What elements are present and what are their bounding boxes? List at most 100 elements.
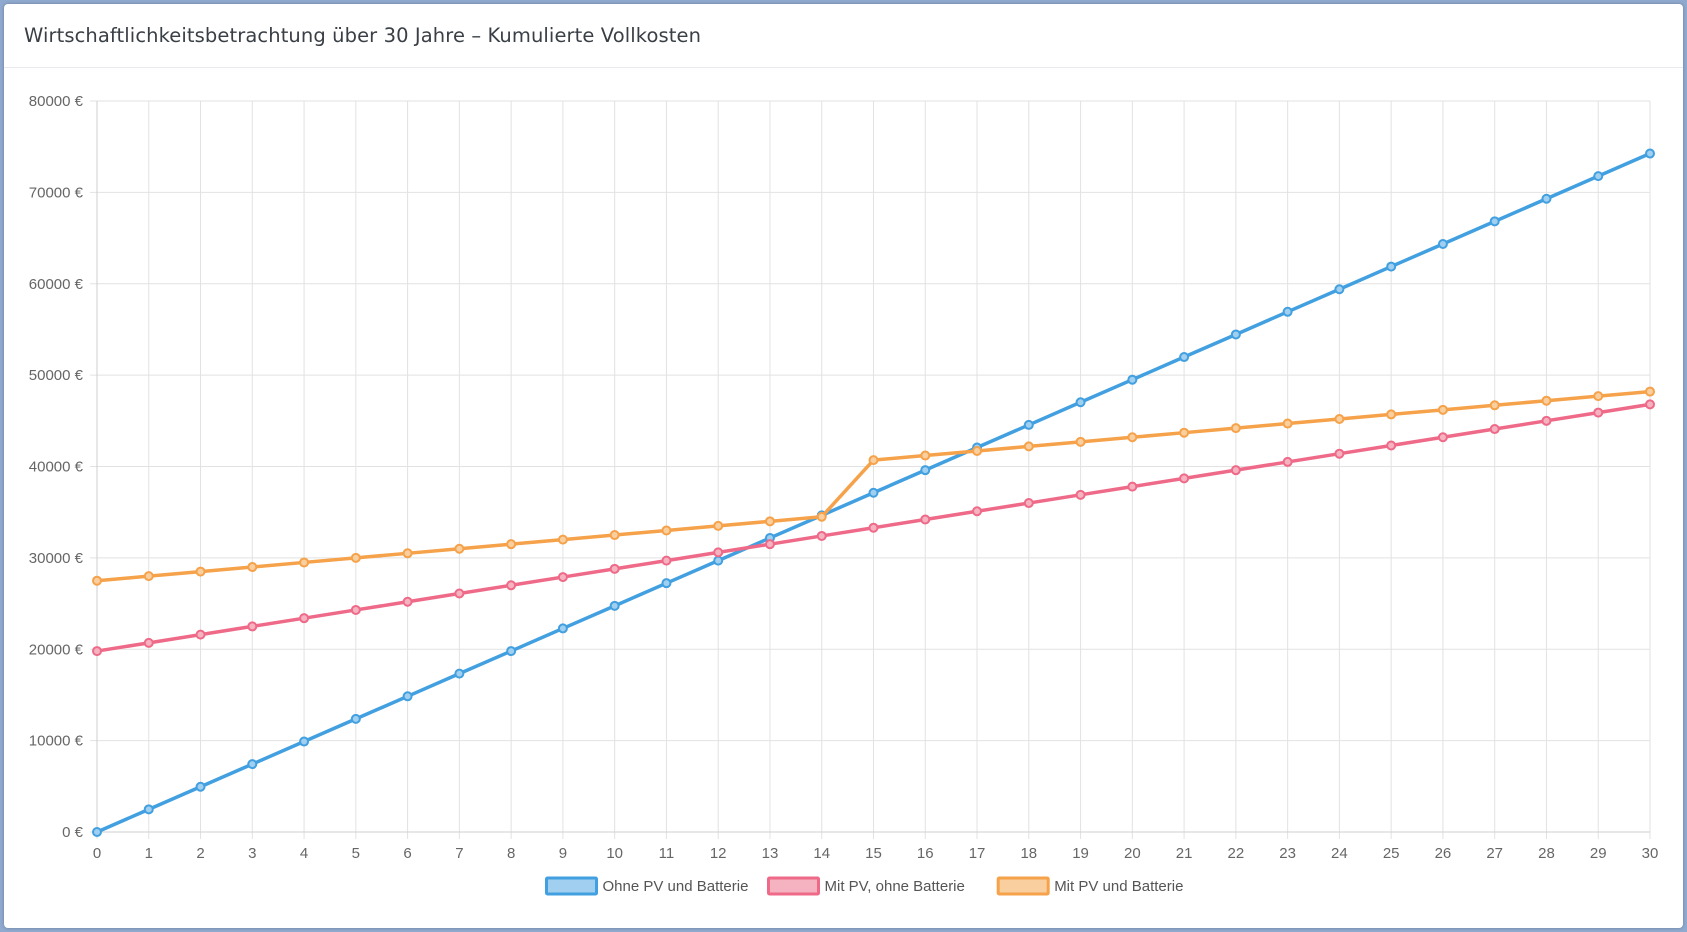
data-point[interactable] [972,445,983,456]
data-point[interactable] [1541,395,1552,406]
data-point[interactable] [1230,465,1241,476]
data-point[interactable] [1489,216,1500,227]
data-point[interactable] [713,520,724,531]
legend-label: Mit PV und Batterie [1054,878,1183,895]
data-point[interactable] [1282,418,1293,429]
data-point[interactable] [1023,498,1034,509]
data-point[interactable] [195,781,206,792]
data-point[interactable] [299,613,310,624]
x-tick-label: 22 [1228,845,1245,862]
data-point[interactable] [1437,404,1448,415]
data-point[interactable] [920,514,931,525]
data-point[interactable] [299,557,310,568]
axes: 0 1 2 3 4 5 6 7 8 9 10 11 12 13 14 15 16 17 18 19 20 21 22 23 24… [29,93,1659,862]
data-point[interactable] [764,539,775,550]
data-point[interactable] [92,575,102,586]
data-point[interactable] [1593,407,1604,418]
legend-item[interactable]: Mit PV, ohne Batterie [767,876,965,896]
data-point[interactable] [661,578,672,589]
data-point[interactable] [143,637,154,648]
data-point[interactable] [506,539,517,550]
data-point[interactable] [195,566,206,577]
data-point[interactable] [1489,424,1500,435]
x-tick-label: 21 [1176,845,1193,862]
data-point[interactable] [143,571,154,582]
data-point[interactable] [350,713,361,724]
data-point[interactable] [1230,423,1241,434]
data-point[interactable] [1282,456,1293,467]
data-point[interactable] [920,465,931,476]
data-point[interactable] [1023,419,1034,430]
data-point[interactable] [557,572,568,583]
data-point[interactable] [402,596,413,607]
data-point[interactable] [868,487,879,498]
data-point[interactable] [1075,397,1086,408]
data-point[interactable] [1127,374,1138,385]
data-point[interactable] [1386,440,1397,451]
data-point[interactable] [868,522,879,533]
data-point[interactable] [1645,148,1655,159]
data-point[interactable] [1334,413,1345,424]
data-point[interactable] [1179,473,1190,484]
data-point[interactable] [920,450,931,461]
data-point[interactable] [557,623,568,634]
data-point[interactable] [1541,415,1552,426]
data-point[interactable] [1645,386,1655,397]
data-point[interactable] [661,555,672,566]
data-point[interactable] [972,506,983,517]
data-point[interactable] [299,736,310,747]
data-point[interactable] [402,548,413,559]
data-point[interactable] [1282,306,1293,317]
data-point[interactable] [1023,441,1034,452]
data-point[interactable] [1334,448,1345,459]
data-point[interactable] [816,530,827,541]
data-point[interactable] [1541,193,1552,204]
data-point[interactable] [1075,436,1086,447]
data-point[interactable] [557,534,568,545]
data-point[interactable] [1437,432,1448,443]
data-point[interactable] [247,562,258,573]
data-point[interactable] [661,525,672,536]
data-point[interactable] [454,588,465,599]
data-point[interactable] [92,827,102,837]
data-point[interactable] [1179,352,1190,363]
data-point[interactable] [1489,400,1500,411]
data-point[interactable] [1179,427,1190,438]
data-point[interactable] [92,646,102,657]
data-point[interactable] [195,629,206,640]
data-point[interactable] [1127,481,1138,492]
data-point[interactable] [1127,432,1138,443]
data-point[interactable] [713,555,724,566]
data-point[interactable] [402,691,413,702]
data-point[interactable] [713,547,724,558]
data-point[interactable] [506,580,517,591]
data-point[interactable] [868,455,879,466]
data-point[interactable] [1334,284,1345,295]
data-point[interactable] [764,516,775,527]
data-point[interactable] [506,646,517,657]
data-point[interactable] [350,552,361,563]
data-point[interactable] [247,759,258,770]
data-point[interactable] [1593,171,1604,182]
data-point[interactable] [143,804,154,815]
data-point[interactable] [1230,329,1241,340]
data-point[interactable] [454,543,465,554]
legend-swatch [767,876,820,896]
legend-item[interactable]: Mit PV und Batterie [996,876,1183,896]
data-point[interactable] [609,600,620,611]
data-point[interactable] [816,511,827,522]
legend[interactable]: Ohne PV und Batterie Mit PV, ohne Batteri… [545,876,1184,896]
data-point[interactable] [247,621,258,632]
data-point[interactable] [609,530,620,541]
data-point[interactable] [1593,391,1604,402]
data-point[interactable] [1075,489,1086,500]
data-point[interactable] [454,668,465,679]
data-point[interactable] [1386,409,1397,420]
data-point[interactable] [350,604,361,615]
data-point[interactable] [609,563,620,574]
legend-item[interactable]: Ohne PV und Batterie [545,876,749,896]
x-tick-label: 4 [300,845,308,862]
data-point[interactable] [1645,399,1655,410]
data-point[interactable] [1386,261,1397,272]
data-point[interactable] [1437,239,1448,250]
